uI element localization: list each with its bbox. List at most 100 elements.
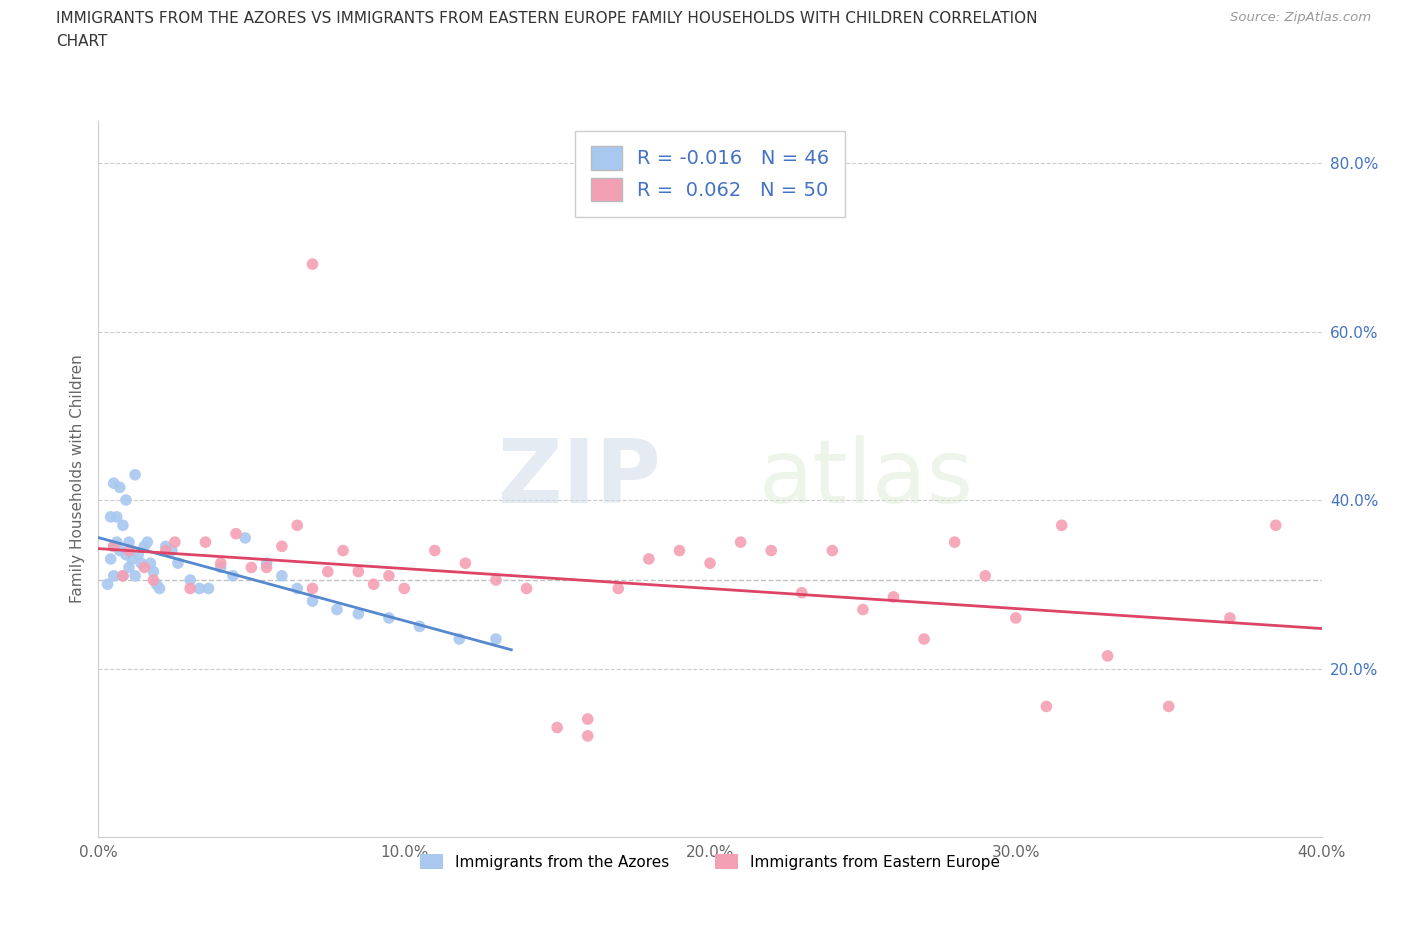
Point [285, 518, 308, 533]
Point [485, 573, 508, 588]
Point [485, 631, 508, 646]
Point [108, 543, 131, 558]
Point [134, 560, 156, 575]
Point [240, 560, 263, 575]
Point [256, 560, 278, 575]
Point [256, 556, 278, 571]
Point [118, 543, 141, 558]
Text: Source: ZipAtlas.com: Source: ZipAtlas.com [1230, 11, 1371, 24]
Point [100, 510, 122, 525]
Point [115, 548, 138, 563]
Point [1219, 610, 1241, 625]
Point [454, 556, 477, 571]
Legend: Immigrants from the Azores, Immigrants from Eastern Europe: Immigrants from the Azores, Immigrants f… [413, 848, 1007, 876]
Point [1035, 699, 1057, 714]
Point [225, 526, 247, 541]
Point [118, 535, 141, 550]
Point [142, 565, 165, 579]
Point [1264, 518, 1286, 533]
Point [392, 581, 416, 596]
Point [699, 556, 721, 571]
Point [105, 535, 128, 550]
Point [759, 543, 782, 558]
Point [326, 602, 349, 617]
Point [790, 585, 813, 600]
Point [179, 573, 201, 588]
Point [301, 581, 323, 596]
Point [378, 568, 401, 583]
Point [576, 711, 599, 726]
Text: atlas: atlas [759, 435, 974, 523]
Point [730, 535, 752, 550]
Point [1097, 648, 1119, 663]
Point [821, 543, 844, 558]
Point [179, 581, 201, 596]
Point [1004, 610, 1026, 625]
Point [197, 581, 219, 596]
Point [233, 530, 256, 545]
Point [668, 543, 690, 558]
Point [103, 538, 125, 553]
Point [546, 720, 568, 735]
Point [912, 631, 935, 646]
Point [1157, 699, 1180, 714]
Point [285, 581, 308, 596]
Point [209, 560, 232, 575]
Point [363, 577, 385, 591]
Point [111, 568, 134, 583]
Point [188, 581, 211, 596]
Point [142, 573, 165, 588]
Point [576, 728, 599, 743]
Y-axis label: Family Households with Children: Family Households with Children [69, 354, 84, 604]
Point [301, 593, 323, 608]
Point [332, 543, 354, 558]
Point [108, 480, 131, 495]
Point [97, 577, 120, 591]
Point [408, 619, 430, 634]
Text: CHART: CHART [56, 34, 108, 49]
Point [127, 548, 149, 563]
Point [121, 551, 143, 566]
Point [155, 543, 177, 558]
Point [129, 556, 152, 571]
Point [270, 538, 292, 553]
Point [111, 568, 134, 583]
Point [516, 581, 538, 596]
Text: IMMIGRANTS FROM THE AZORES VS IMMIGRANTS FROM EASTERN EUROPE FAMILY HOUSEHOLDS W: IMMIGRANTS FROM THE AZORES VS IMMIGRANTS… [56, 11, 1038, 26]
Point [103, 538, 125, 553]
Point [209, 556, 232, 571]
Point [149, 581, 172, 596]
Point [943, 535, 966, 550]
Point [163, 535, 186, 550]
Point [883, 590, 905, 604]
Point [974, 568, 997, 583]
Point [103, 568, 125, 583]
Text: ZIP: ZIP [498, 435, 661, 523]
Point [100, 551, 122, 566]
Point [301, 257, 323, 272]
Point [111, 518, 134, 533]
Point [145, 577, 167, 591]
Point [155, 538, 177, 553]
Point [115, 493, 138, 508]
Point [270, 568, 292, 583]
Point [378, 610, 401, 625]
Point [222, 568, 245, 583]
Point [118, 560, 141, 575]
Point [852, 602, 875, 617]
Point [124, 467, 146, 482]
Point [105, 510, 128, 525]
Point [449, 631, 471, 646]
Point [423, 543, 446, 558]
Point [139, 556, 162, 571]
Point [124, 568, 146, 583]
Point [103, 476, 125, 491]
Point [347, 565, 370, 579]
Point [136, 535, 159, 550]
Point [316, 565, 339, 579]
Point [1050, 518, 1073, 533]
Point [194, 535, 217, 550]
Point [134, 538, 156, 553]
Point [160, 543, 183, 558]
Point [347, 606, 370, 621]
